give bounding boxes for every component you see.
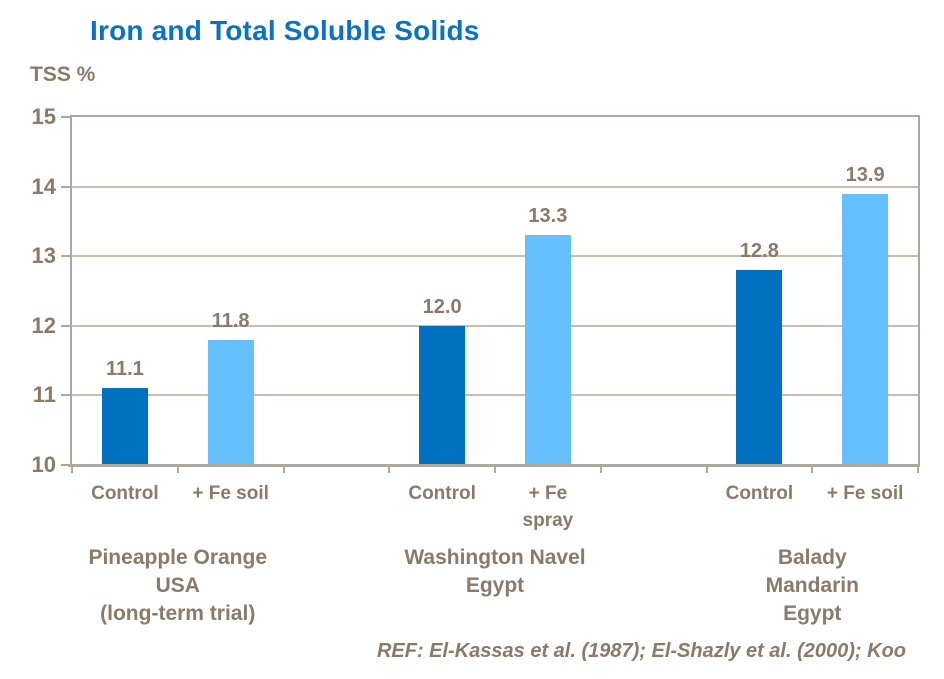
bar-value-label: 13.9	[845, 163, 885, 186]
y-axis-tick-label: 15	[31, 104, 56, 129]
x-axis-tick-mark	[811, 467, 814, 473]
bar-value-label: 13.3	[528, 205, 568, 228]
y-gridline	[72, 255, 918, 258]
bar	[419, 325, 466, 465]
x-axis-tick-mark	[388, 467, 391, 473]
group-label: Balady Mandarin Egypt	[765, 546, 859, 625]
y-axis-tick-label: 13	[31, 243, 56, 269]
reference-text: REF: El-Kassas et al. (1987); El-Shazly …	[376, 640, 906, 662]
bar-value-label: 11.1	[105, 358, 144, 381]
bar-category-label: Control	[725, 483, 794, 504]
bar-value-label: 12.8	[739, 240, 779, 263]
bar	[842, 193, 889, 465]
bar-category-label: Control	[91, 483, 159, 504]
y-axis-tick-mark	[61, 394, 70, 397]
bar	[524, 235, 571, 465]
x-axis-tick-mark	[599, 467, 602, 473]
y-axis-tick-label: 14	[31, 173, 56, 199]
x-axis-tick-mark	[282, 467, 285, 473]
y-axis-tick-mark	[61, 324, 70, 327]
y-gridline	[72, 324, 918, 327]
bar-category-label: + Fe soil	[192, 483, 269, 504]
y-axis-tick-mark	[61, 255, 70, 258]
y-axis-unit-label: TSS %	[30, 63, 96, 86]
plot-area	[70, 115, 920, 465]
bar-value-label: 11.8	[211, 309, 250, 332]
y-axis-tick-label: 10	[31, 452, 56, 477]
x-axis-tick-mark	[176, 467, 179, 473]
y-gridline	[72, 394, 918, 397]
y-axis-tick-label: 11	[32, 382, 56, 408]
bar	[207, 339, 254, 465]
x-axis-tick-mark	[705, 467, 708, 473]
bar	[101, 388, 148, 465]
x-axis-tick-mark	[71, 467, 73, 473]
x-axis-tick-mark	[917, 467, 919, 473]
bar-category-label: + Fe soil	[826, 483, 904, 504]
chart-title: Iron and Total Soluble Solids	[90, 15, 480, 46]
bar-category-label: + Fe spray	[522, 483, 574, 531]
y-gridline	[72, 185, 918, 188]
x-axis-tick-mark	[494, 467, 496, 473]
bar	[736, 270, 783, 465]
group-label: Washington Navel Egypt	[404, 546, 586, 597]
y-axis-tick-mark	[61, 464, 70, 466]
y-axis-tick-mark	[61, 185, 70, 188]
x-axis-line	[68, 464, 920, 467]
group-label: Pineapple Orange USA (long-term trial)	[88, 546, 268, 625]
y-axis-tick-mark	[61, 116, 70, 118]
y-axis-tick-label: 12	[31, 312, 56, 338]
bar-value-label: 12.0	[422, 295, 462, 318]
bar-category-label: Control	[408, 483, 476, 504]
